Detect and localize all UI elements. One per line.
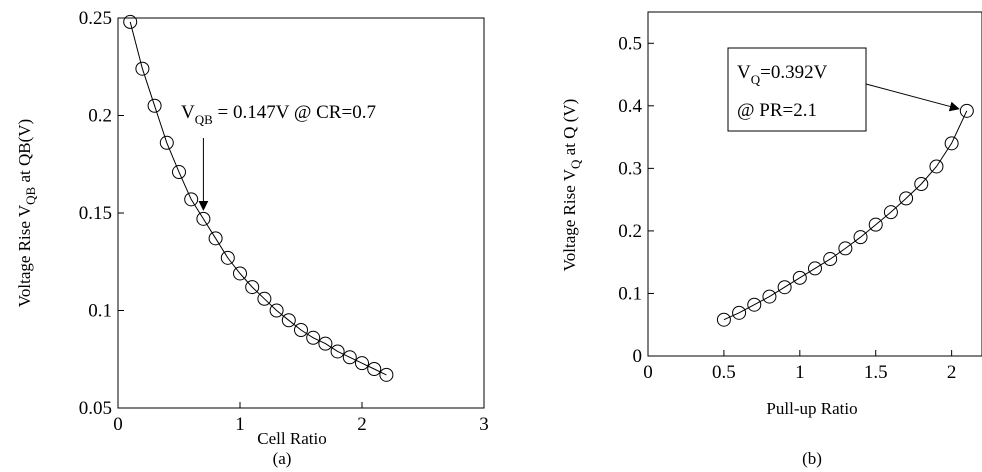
data-point-b bbox=[762, 289, 777, 304]
x-tick-label-a: 2 bbox=[357, 414, 367, 435]
data-point-b bbox=[853, 230, 868, 245]
y-tick-label-a: 0.1 bbox=[88, 301, 112, 322]
data-point-b bbox=[944, 136, 959, 151]
series-line-a bbox=[129, 21, 387, 376]
data-point-a bbox=[269, 303, 284, 318]
x-axis-ticks-b: 0 0.5 1 1.5 2 bbox=[643, 350, 956, 383]
data-point-a bbox=[172, 165, 186, 180]
data-point-a bbox=[355, 356, 369, 371]
x-tick-label-b: 0 bbox=[643, 362, 653, 383]
data-point-a bbox=[294, 323, 308, 337]
data-point-a bbox=[367, 362, 382, 376]
data-point-b bbox=[883, 205, 898, 220]
data-point-b bbox=[808, 261, 822, 276]
data-point-b bbox=[914, 177, 929, 191]
data-point-b bbox=[838, 241, 853, 256]
x-tick-label-a: 0 bbox=[113, 414, 123, 435]
y-tick-label-b: 0.3 bbox=[618, 158, 642, 179]
data-point-a bbox=[184, 192, 199, 207]
x-tick-label-b: 0.5 bbox=[712, 362, 736, 383]
data-point-b bbox=[929, 159, 944, 174]
panel-b-chart: 0 0.1 0.2 0.3 0.4 0.5 0 0.5 1 1.5 2 Voltage Rise … bbox=[560, 11, 982, 468]
data-point-a bbox=[342, 350, 357, 365]
data-point-b bbox=[747, 297, 762, 312]
y-tick-label-b: 0.5 bbox=[618, 33, 642, 54]
data-point-b bbox=[777, 280, 792, 295]
data-point-a bbox=[330, 344, 345, 359]
data-point-b bbox=[959, 103, 974, 118]
annotation-line1-b: VQ=0.392V bbox=[737, 62, 828, 87]
y-axis-label-a: Voltage Rise VQB at QB(V) bbox=[15, 119, 38, 307]
data-point-a bbox=[318, 336, 333, 351]
data-point-a bbox=[123, 14, 138, 29]
x-tick-label-a: 3 bbox=[479, 414, 489, 435]
panel-label-a: (a) bbox=[273, 449, 292, 468]
data-point-b bbox=[899, 191, 914, 206]
plot-frame-b bbox=[647, 11, 982, 357]
annotation-line2-b: @ PR=2.1 bbox=[737, 100, 817, 121]
y-tick-label-a: 0.15 bbox=[79, 203, 112, 224]
plot-frame-a bbox=[117, 17, 485, 409]
x-axis-label-b: Pull-up Ratio bbox=[766, 399, 857, 418]
data-point-a bbox=[379, 367, 394, 382]
y-tick-label-a: 0.25 bbox=[79, 8, 112, 29]
panel-a-chart: 0.05 0.1 0.15 0.2 0.25 0 1 2 3 Voltage Rise VQB… bbox=[15, 8, 489, 468]
series-line-b bbox=[723, 110, 968, 321]
data-point-a bbox=[159, 135, 174, 150]
data-point-b bbox=[792, 270, 807, 285]
y-tick-label-b: 0 bbox=[633, 346, 643, 367]
y-tick-label-b: 0.2 bbox=[618, 221, 642, 242]
y-tick-label-a: 0.2 bbox=[88, 106, 112, 127]
x-tick-label-b: 1 bbox=[795, 362, 805, 383]
data-point-b bbox=[716, 312, 731, 327]
y-tick-label-b: 0.4 bbox=[618, 96, 642, 117]
annotation-arrow-b bbox=[865, 83, 960, 112]
series-markers-b bbox=[716, 103, 974, 327]
data-point-a bbox=[147, 98, 162, 113]
data-point-a bbox=[306, 330, 321, 345]
data-point-a bbox=[257, 291, 272, 306]
x-axis-label-a: Cell Ratio bbox=[257, 429, 326, 448]
y-tick-label-b: 0.1 bbox=[618, 283, 642, 304]
data-point-a bbox=[281, 313, 296, 328]
data-point-b bbox=[732, 305, 747, 320]
data-point-a bbox=[208, 231, 223, 246]
data-point-a bbox=[233, 266, 247, 281]
y-axis-ticks-a: 0.05 0.1 0.15 0.2 0.25 bbox=[79, 8, 124, 419]
y-axis-ticks-b: 0 0.1 0.2 0.3 0.4 0.5 bbox=[618, 33, 654, 367]
x-axis-ticks-a: 0 1 2 3 bbox=[113, 402, 489, 435]
data-point-a bbox=[220, 250, 235, 265]
x-tick-label-b: 2 bbox=[947, 362, 957, 383]
data-point-b bbox=[823, 252, 838, 267]
data-point-a bbox=[135, 61, 150, 76]
x-tick-label-a: 1 bbox=[235, 414, 245, 435]
data-point-a bbox=[196, 211, 211, 226]
data-point-b bbox=[868, 217, 883, 232]
y-axis-label-b: Voltage Rise VQ at Q (V) bbox=[560, 99, 583, 272]
x-tick-label-b: 1.5 bbox=[864, 362, 888, 383]
annotation-text-a: VQB = 0.147V @ CR=0.7 bbox=[181, 102, 376, 127]
y-tick-label-a: 0.05 bbox=[79, 398, 112, 419]
annotation-box-b bbox=[727, 47, 867, 132]
series-markers-a bbox=[123, 14, 394, 382]
data-point-a bbox=[245, 280, 260, 295]
panel-label-b: (b) bbox=[802, 449, 822, 468]
